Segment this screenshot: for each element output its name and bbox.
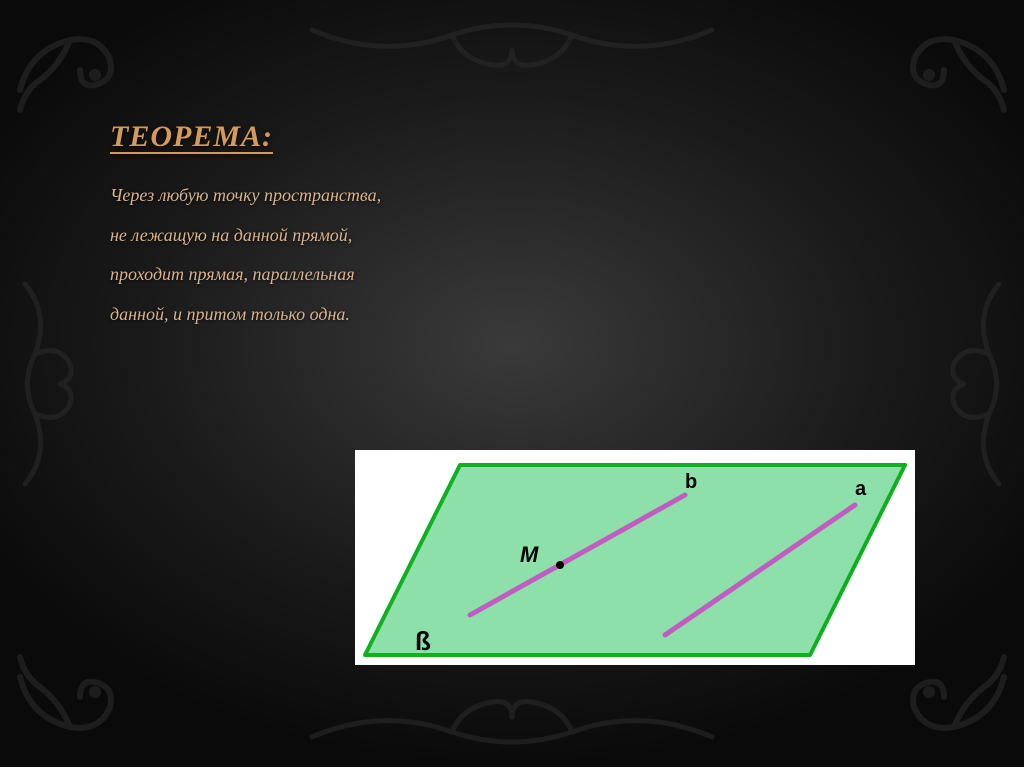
- theorem-body: Через любую точку пространства, не лежащ…: [110, 176, 400, 334]
- ornament-edge-right: [924, 274, 1014, 494]
- ornament-corner-tr: [854, 10, 1014, 170]
- label-ß: ß: [415, 626, 431, 656]
- text-block: ТЕОРЕМА: Через любую точку пространства,…: [110, 120, 400, 334]
- ornament-corner-bl: [10, 597, 170, 757]
- plane-beta: [365, 465, 905, 655]
- ornament-edge-top: [302, 10, 722, 90]
- diagram-svg: b a Mß: [355, 450, 915, 665]
- ornament-edge-bottom: [302, 677, 722, 757]
- geometry-diagram: b a Mß: [355, 450, 915, 665]
- label-M: M: [520, 542, 539, 567]
- point-m: [556, 561, 564, 569]
- label-a: a: [855, 478, 867, 500]
- ornament-edge-left: [10, 274, 100, 494]
- theorem-title: ТЕОРЕМА:: [110, 120, 400, 154]
- label-b: b: [685, 471, 697, 493]
